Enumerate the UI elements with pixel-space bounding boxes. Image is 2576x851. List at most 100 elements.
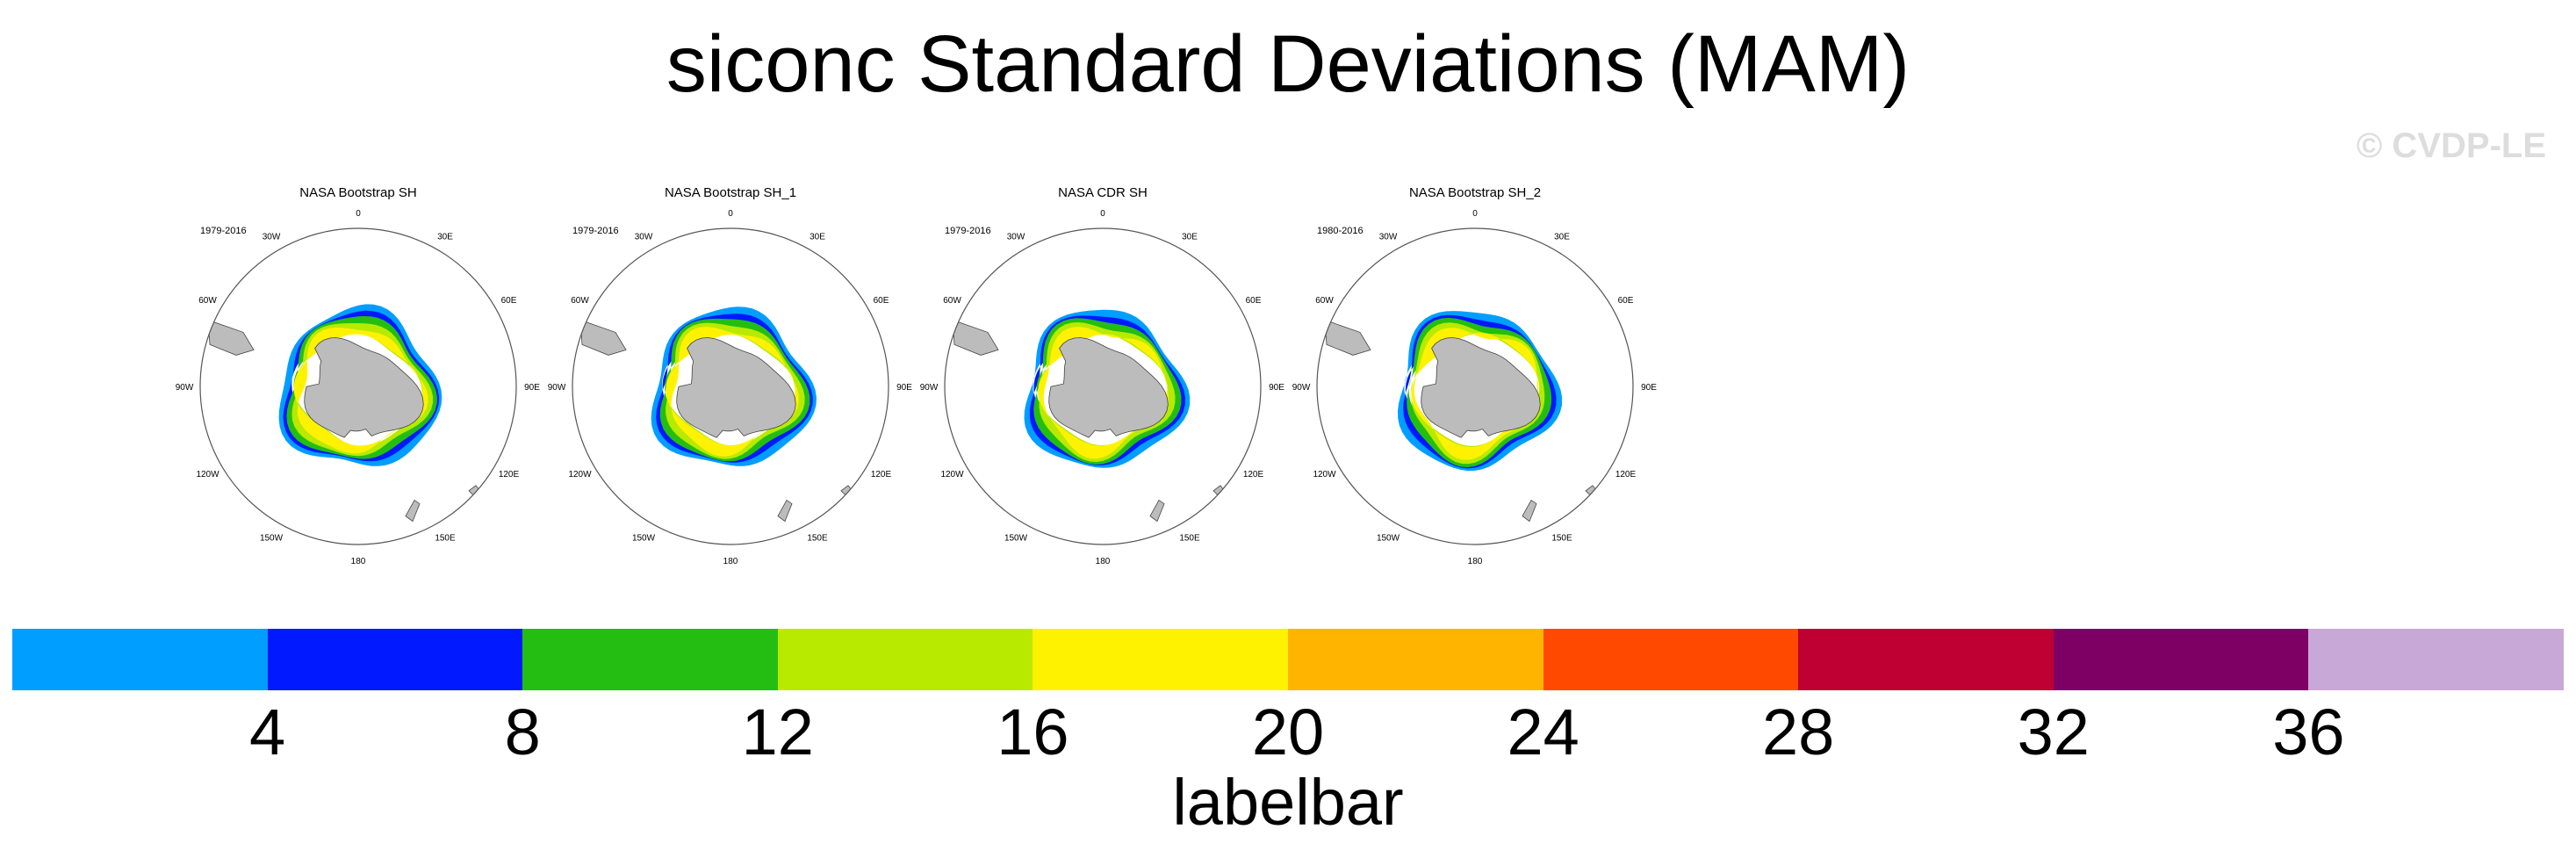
- panel-title: NASA CDR SH: [1058, 185, 1148, 200]
- longitude-label: 30E: [437, 233, 453, 242]
- colorbar-tick-label: 20: [1251, 696, 1325, 768]
- colorbar: [12, 629, 2564, 690]
- map-panel: NASA CDR SH 1979-2016 0 30E 60E 90E 120E 150E 18…: [920, 185, 1285, 566]
- page-title: siconc Standard Deviations (MAM): [666, 19, 1910, 109]
- south-america-land: [1324, 319, 1371, 356]
- colorbar-tick-label: 28: [1762, 696, 1835, 768]
- panel-years: 1979-2016: [945, 226, 991, 236]
- longitude-label: 60E: [1246, 296, 1262, 306]
- longitude-label: 90E: [1641, 383, 1657, 393]
- longitude-label: 150W: [1377, 534, 1400, 544]
- map-content: [200, 228, 516, 544]
- antarctica-land: [1048, 337, 1169, 438]
- longitude-label: 120E: [499, 470, 520, 480]
- longitude-label: 180: [723, 557, 738, 566]
- colorbar-segment: [1287, 629, 1543, 690]
- colorbar-tick-label: 16: [997, 696, 1069, 768]
- longitude-label: 150W: [632, 534, 656, 544]
- antarctica-land: [676, 337, 796, 438]
- longitude-label: 90W: [920, 383, 939, 393]
- map-panel: NASA Bootstrap SH 1979-2016 0 30E 60E 90E 120E…: [176, 185, 541, 566]
- colorbar-segment: [267, 629, 523, 690]
- longitude-label: 90W: [548, 383, 566, 393]
- colorbar-segment: [2053, 629, 2309, 690]
- longitude-label: 120E: [1615, 470, 1637, 480]
- map-border: [199, 227, 517, 545]
- new-zealand-land: [405, 500, 421, 523]
- longitude-label: 180: [1096, 557, 1111, 566]
- colorbar-tick-label: 8: [504, 696, 541, 768]
- map-content: [945, 228, 1261, 544]
- colorbar-segment: [1033, 629, 1288, 690]
- longitude-label: 120W: [568, 470, 592, 480]
- longitude-label: 0: [1100, 209, 1105, 219]
- longitude-label: 180: [351, 557, 366, 566]
- colorbar-segment: [12, 629, 268, 690]
- longitude-label: 60W: [198, 296, 217, 306]
- longitude-label: 60W: [571, 296, 589, 306]
- map-content: [1317, 228, 1633, 544]
- longitude-label: 90E: [1269, 383, 1284, 393]
- longitude-label: 60W: [943, 296, 961, 306]
- colorbar-segment: [2308, 629, 2564, 690]
- longitude-label: 120W: [196, 470, 219, 480]
- longitude-label: 180: [1468, 557, 1483, 566]
- longitude-label: 120E: [1243, 470, 1264, 480]
- longitude-label: 30E: [1182, 233, 1198, 242]
- panel-title: NASA Bootstrap SH_2: [1409, 185, 1541, 200]
- longitude-label: 120W: [940, 470, 964, 480]
- longitude-label: 150E: [435, 534, 456, 544]
- longitude-label: 30W: [635, 233, 653, 242]
- antarctica-land: [1421, 337, 1541, 438]
- map-panels: NASA Bootstrap SH 1979-2016 0 30E 60E 90E 120E…: [176, 185, 1658, 566]
- panel-title: NASA Bootstrap SH_1: [665, 185, 796, 200]
- longitude-label: 30E: [809, 233, 825, 242]
- longitude-label: 150E: [1179, 534, 1200, 544]
- map-panel: NASA Bootstrap SH_1 1979-2016 0 30E 60E 90E 12…: [548, 185, 913, 566]
- new-zealand-land: [777, 500, 793, 523]
- south-america-land: [579, 319, 627, 356]
- longitude-label: 150E: [807, 534, 828, 544]
- panel-years: 1979-2016: [572, 226, 619, 236]
- longitude-label: 150W: [1004, 534, 1028, 544]
- colorbar-title: labelbar: [1172, 766, 1404, 839]
- longitude-label: 90E: [524, 383, 540, 393]
- colorbar-segment: [1543, 629, 1799, 690]
- longitude-label: 90E: [896, 383, 912, 393]
- longitude-label: 60E: [874, 296, 889, 306]
- map-border: [944, 227, 1262, 545]
- longitude-label: 60W: [1315, 296, 1334, 306]
- longitude-label: 0: [1472, 209, 1478, 219]
- map-content: [572, 228, 889, 544]
- longitude-label: 60E: [1618, 296, 1634, 306]
- panel-title: NASA Bootstrap SH: [299, 185, 416, 200]
- longitude-label: 0: [728, 209, 733, 219]
- longitude-label: 60E: [501, 296, 517, 306]
- colorbar-segment: [1798, 629, 2054, 690]
- colorbar-tick-label: 36: [2272, 696, 2345, 768]
- colorbar-tick-label: 12: [741, 696, 814, 768]
- colorbar-segment: [522, 629, 778, 690]
- longitude-label: 30E: [1554, 233, 1570, 242]
- new-zealand-land: [1522, 500, 1537, 523]
- longitude-label: 30W: [263, 233, 281, 242]
- colorbar-segment: [777, 629, 1033, 690]
- sea-ice-band: [291, 323, 434, 457]
- colorbar-tick-label: 24: [1507, 696, 1579, 768]
- antarctica-land: [304, 337, 424, 438]
- longitude-label: 0: [356, 209, 361, 219]
- panel-years: 1979-2016: [200, 226, 247, 236]
- new-zealand-land: [1149, 500, 1165, 523]
- colorbar-tick-label: 4: [249, 696, 286, 768]
- longitude-label: 30W: [1007, 233, 1025, 242]
- longitude-label: 90W: [1292, 383, 1311, 393]
- watermark: © CVDP-LE: [2356, 126, 2546, 165]
- map-panel: NASA Bootstrap SH_2 1980-2016 0 30E 60E 90E 12…: [1292, 185, 1658, 566]
- longitude-label: 30W: [1379, 233, 1398, 242]
- map-border: [572, 227, 889, 545]
- panel-years: 1980-2016: [1317, 226, 1364, 236]
- longitude-label: 150W: [260, 534, 284, 544]
- longitude-label: 150E: [1551, 534, 1572, 544]
- map-border: [1316, 227, 1634, 545]
- longitude-label: 90W: [176, 383, 194, 393]
